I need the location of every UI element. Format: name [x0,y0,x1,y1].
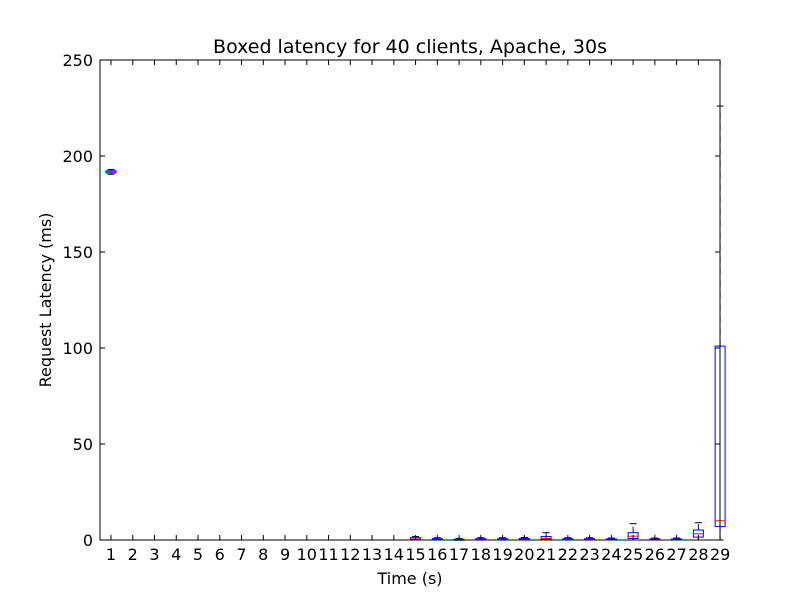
x-tick-label: 29 [710,545,730,564]
x-tick-label: 10 [297,545,317,564]
plot-frame [99,59,721,541]
x-tick-label: 26 [645,545,665,564]
x-tick-label: 8 [258,545,268,564]
x-tick-label: 1 [106,545,116,564]
x-tick-label: 14 [384,545,404,564]
y-tick-label: 150 [62,243,93,262]
x-tick-label: 6 [215,545,225,564]
y-axis-ticks: 0 50 100 150 200 250 [62,51,720,550]
x-tick-label: 25 [623,545,643,564]
x-tick-label: 4 [171,545,181,564]
x-axis-ticks: 1 2 3 4 5 6 7 8 9 10 11 12 13 14 15 16 17 18 19 20 21 22 23 24 2… [106,60,730,564]
x-tick-label: 3 [149,545,159,564]
x-tick-label: 23 [579,545,599,564]
x-tick-label: 15 [405,545,425,564]
x-tick-label: 19 [492,545,512,564]
box-1 [105,168,117,175]
y-tick-label: 100 [62,339,93,358]
x-tick-label: 16 [427,545,447,564]
y-tick-label: 200 [62,147,93,166]
y-axis-label: Request Latency (ms) [36,213,55,388]
x-tick-label: 20 [514,545,534,564]
plot-marks [105,105,726,541]
x-tick-label: 27 [666,545,686,564]
x-tick-label: 22 [558,545,578,564]
x-tick-label: 24 [601,545,621,564]
y-tick-label: 250 [62,51,93,70]
x-tick-label: 5 [193,545,203,564]
y-tick-label: 50 [73,435,93,454]
x-tick-label: 9 [280,545,290,564]
x-tick-label: 18 [471,545,491,564]
x-tick-label: 17 [449,545,469,564]
x-tick-label: 7 [236,545,246,564]
x-axis-label: Time (s) [376,569,442,588]
chart-title: Boxed latency for 40 clients, Apache, 30… [213,36,607,58]
x-tick-label: 28 [688,545,708,564]
x-tick-label: 13 [362,545,382,564]
x-tick-label: 2 [128,545,138,564]
x-tick-label: 11 [318,545,338,564]
x-tick-label: 21 [536,545,556,564]
y-tick-label: 0 [83,531,93,550]
x-tick-label: 12 [340,545,360,564]
